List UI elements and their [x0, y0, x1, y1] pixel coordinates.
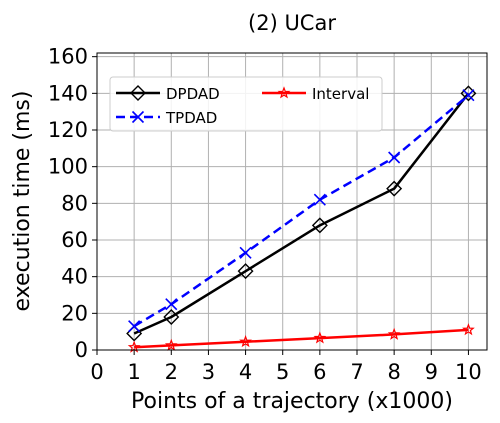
data-point-interval — [387, 327, 401, 340]
data-point-interval — [313, 331, 327, 344]
y-tick-label: 140 — [48, 81, 88, 105]
data-point-dpdad — [386, 180, 403, 197]
legend-marker-interval — [277, 86, 291, 99]
data-point-tpdad — [388, 151, 401, 164]
data-point-tpdad — [165, 298, 178, 311]
x-axis-label: Points of a trajectory (x1000) — [131, 389, 453, 414]
y-tick-label: 0 — [75, 338, 88, 362]
legend-label-dpdad: DPDAD — [166, 85, 220, 103]
series-line-interval — [134, 328, 469, 349]
data-point-interval — [164, 338, 178, 351]
y-tick-label: 60 — [61, 228, 88, 252]
y-axis-label: execution time (ms) — [10, 91, 35, 312]
chart-title: (2) UCar — [248, 11, 336, 35]
legend-marker-dpdad — [130, 85, 146, 101]
data-point-tpdad — [313, 193, 326, 206]
data-point-interval — [127, 340, 141, 353]
x-tick-label: 6 — [313, 360, 326, 384]
data-point-interval — [462, 323, 475, 336]
data-point-dpdad — [237, 263, 254, 280]
series-line-tpdad — [133, 94, 470, 328]
legend-box — [109, 76, 383, 132]
legend: DPDAD TPDAD Interval — [109, 76, 383, 132]
data-point-dpdad — [163, 309, 180, 325]
x-tick-label: 2 — [165, 360, 178, 384]
y-tick-label: 100 — [48, 155, 88, 179]
series-tpdad — [128, 89, 475, 333]
data-point-tpdad — [128, 320, 141, 333]
x-tick-label: 0 — [90, 360, 103, 384]
data-point-tpdad — [239, 246, 252, 259]
data-point-interval — [239, 335, 252, 348]
x-tick-label: 9 — [425, 360, 438, 384]
legend-label-tpdad: TPDAD — [165, 109, 217, 127]
x-ticks: 0 1 2 3 4 5 6 7 8 9 10 — [90, 350, 482, 384]
x-tick-label: 10 — [455, 360, 482, 384]
x-tick-label: 4 — [239, 360, 252, 384]
data-point-dpdad — [311, 217, 328, 234]
x-tick-label: 1 — [127, 360, 140, 384]
y-tick-label: 120 — [48, 118, 88, 142]
data-point-tpdad — [462, 89, 475, 102]
x-tick-label: 8 — [387, 360, 400, 384]
legend-marker-tpdad — [131, 110, 145, 124]
series-interval — [127, 323, 475, 353]
y-tick-label: 20 — [61, 301, 88, 325]
y-ticks: 0 20 40 60 80 100 120 140 160 — [48, 45, 97, 362]
x-tick-label: 7 — [350, 360, 363, 384]
series-line-dpdad — [133, 92, 470, 335]
y-tick-label: 160 — [48, 45, 88, 69]
x-tick-label: 3 — [202, 360, 215, 384]
y-tick-label: 80 — [61, 191, 88, 215]
legend-label-interval: Interval — [312, 85, 369, 103]
plot-frame — [96, 52, 488, 351]
series-layer — [126, 85, 477, 353]
x-tick-label: 5 — [276, 360, 289, 384]
y-tick-label: 40 — [61, 265, 88, 289]
